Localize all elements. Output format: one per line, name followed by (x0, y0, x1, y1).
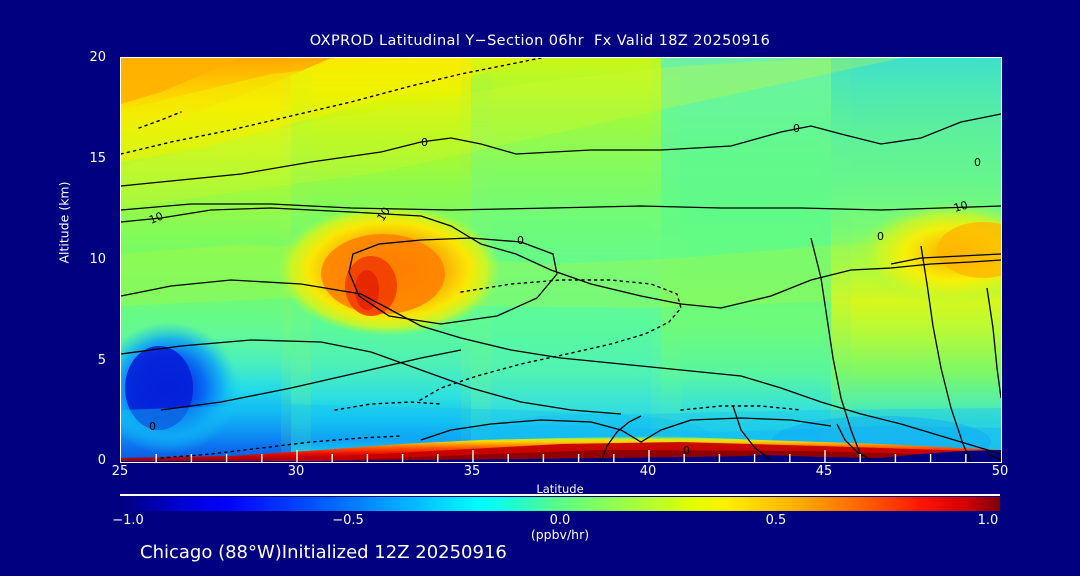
x-tick-35: 35 (463, 464, 481, 479)
y-tick-15: 15 (89, 151, 106, 166)
x-tick-45: 45 (815, 464, 833, 479)
colorbar[interactable] (120, 494, 1000, 511)
contour-label: 0 (683, 444, 690, 457)
contour-label: 10 (952, 199, 969, 215)
contour-label: 0 (517, 234, 524, 247)
contour-label: 0 (974, 156, 981, 169)
colorbar-tick-pos-half: 0.5 (765, 513, 787, 528)
x-tick-50: 50 (991, 464, 1009, 479)
contour-label: 0 (149, 420, 156, 433)
y-tick-20: 20 (89, 50, 106, 65)
x-tick-40: 40 (639, 464, 657, 479)
contour-label: 10 (147, 209, 165, 226)
contour-field: 10 0 10 0 0 0 0 10 0 0 0 (121, 58, 1001, 462)
x-axis-label: Latitude (536, 482, 584, 496)
x-tick-30: 30 (287, 464, 305, 479)
colorbar-tick-max: 1.0 (977, 513, 999, 528)
footer-caption: Chicago (88°W)Initialized 12Z 20250916 (140, 542, 507, 563)
colorbar-units-label: (ppbv/hr) (530, 527, 590, 542)
y-axis-label: Altitude (km) (56, 181, 72, 264)
colorbar-top-rule (120, 494, 1000, 496)
contour-label: 0 (421, 136, 428, 149)
colorbar-gradient (120, 497, 1000, 511)
colorbar-tick-neg-half: −0.5 (332, 513, 364, 528)
y-tick-10: 10 (89, 252, 106, 267)
y-tick-5: 5 (97, 353, 106, 368)
colorbar-tick-min: −1.0 (112, 513, 144, 528)
page-title: OXPROD Latitudinal Y−Section 06hr Fx Val… (309, 33, 771, 49)
colorbar-tick-zero: 0.0 (549, 513, 571, 528)
contour-label: 0 (793, 122, 800, 135)
contour-label: 0 (877, 230, 884, 243)
contour-label: 10 (375, 205, 393, 224)
y-tick-0: 0 (97, 453, 106, 468)
plot-area[interactable]: 10 0 10 0 0 0 0 10 0 0 0 (120, 57, 1002, 463)
x-tick-25: 25 (111, 464, 129, 479)
